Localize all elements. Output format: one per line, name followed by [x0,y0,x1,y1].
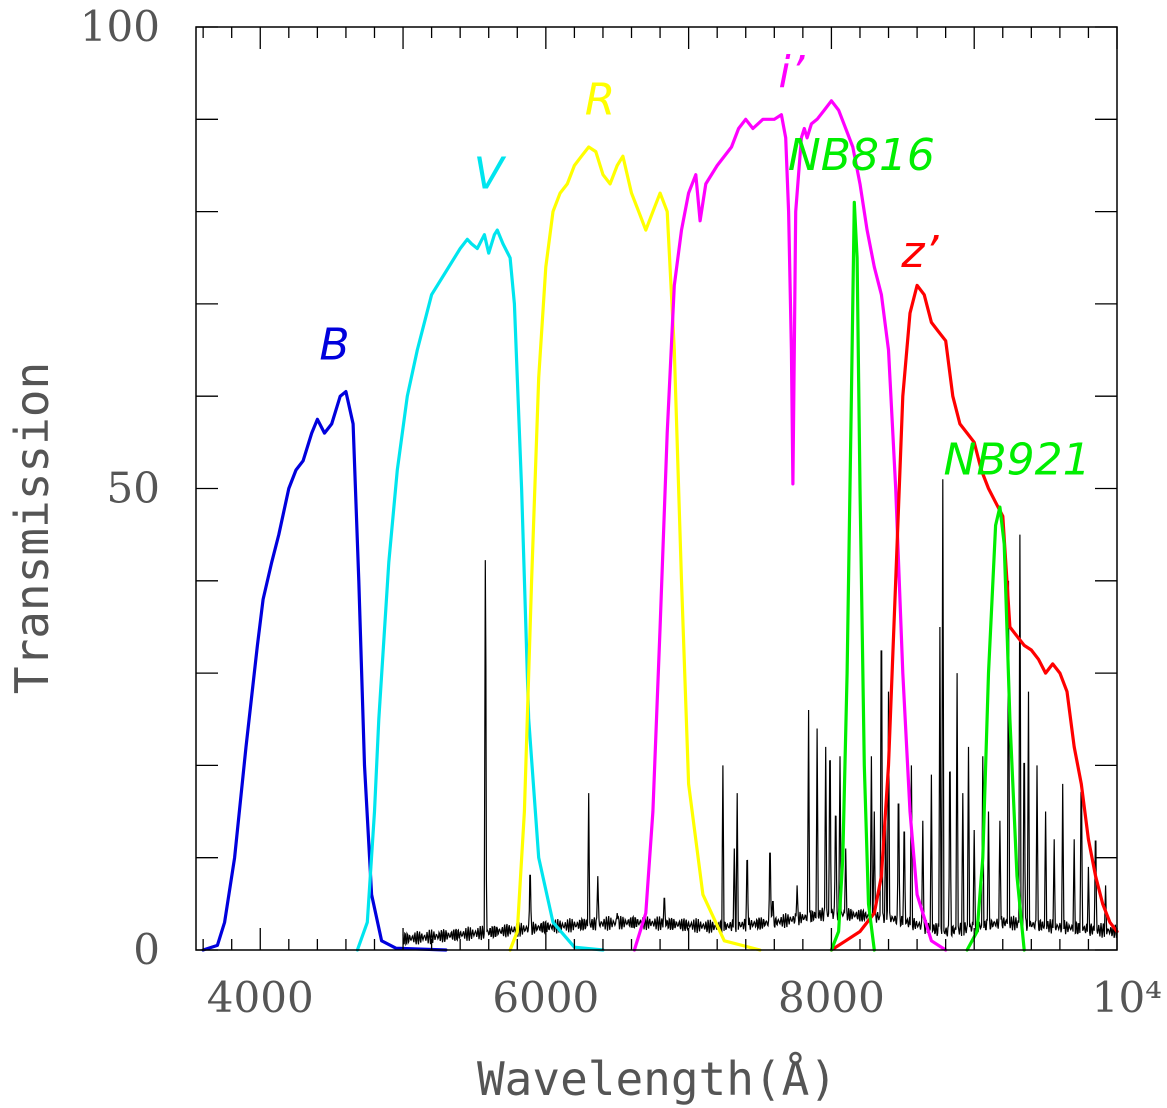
band-label-z: z’ [900,227,939,278]
series-line-i [632,99,948,952]
x-tick-label: 6000 [492,973,599,1022]
plot-area [201,99,1119,952]
series-line-nb921 [965,505,1026,952]
y-tick-label: 50 [107,464,160,513]
series-line-nb816 [829,200,876,952]
x-axis-title: Wavelength(Å) [477,1052,837,1106]
axis-ticks: 4000 6000 8000 10⁴ 0 50 100 [80,2,1162,1022]
band-label-v: V [474,149,507,200]
band-label-r: R [585,75,616,126]
y-tick-label: 100 [80,2,160,51]
band-label-nb816: NB816 [788,130,935,181]
band-label-nb921: NB921 [943,435,1090,486]
band-label-i: i’ [778,47,805,98]
sky-spectrum-line [402,479,1118,947]
series-line-b [201,390,448,952]
band-label-b: B [319,319,349,370]
series-line-v [355,228,605,952]
x-tick-label: 4000 [207,973,314,1022]
y-axis-title: Transmission [5,362,59,694]
x-tick-label: 8000 [778,973,885,1022]
y-tick-label: 0 [133,925,160,974]
series-line-z [829,283,1119,952]
band-labels: B V Ri’ NB816 z’ NB921 [319,47,1090,486]
x-tick-label: 10⁴ [1092,973,1162,1022]
axes-box [195,26,1118,951]
plot-frame [195,26,1118,951]
series-line-r [508,145,762,952]
